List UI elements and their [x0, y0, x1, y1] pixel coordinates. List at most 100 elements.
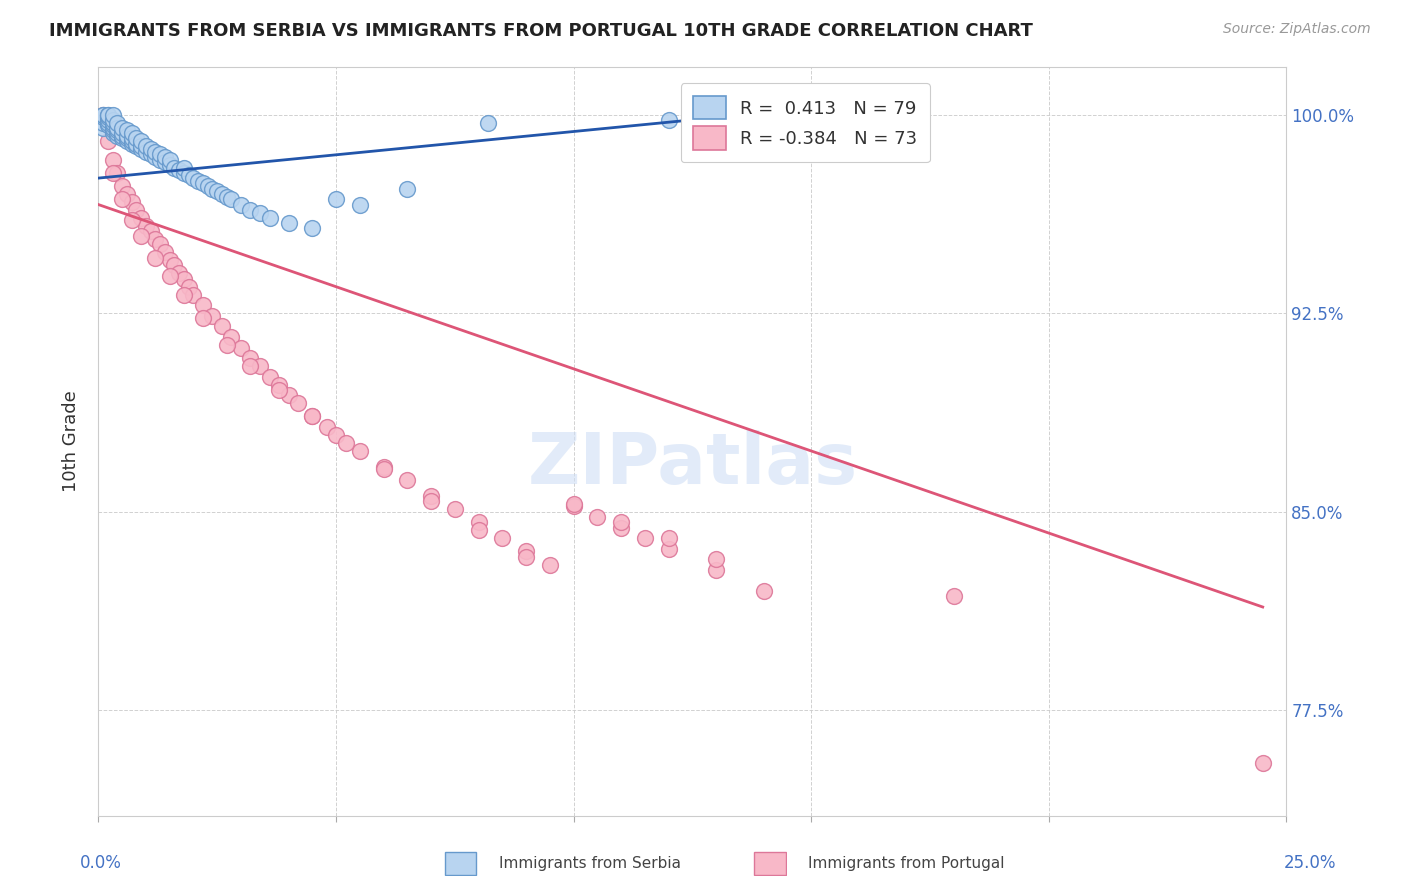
Text: 25.0%: 25.0%: [1284, 855, 1337, 872]
Point: [145, 145, 167, 159]
Point: [121, 134, 143, 148]
Point: [135, 139, 157, 153]
Point: [239, 202, 262, 217]
Point: [477, 115, 499, 129]
Point: [101, 118, 124, 132]
Point: [183, 171, 205, 186]
Point: [173, 287, 195, 301]
Point: [129, 211, 152, 225]
Point: [121, 131, 143, 145]
Point: [121, 126, 143, 140]
Point: [91, 120, 114, 135]
Point: [121, 213, 143, 227]
Point: [373, 462, 395, 476]
Point: [491, 531, 513, 545]
Point: [681, 115, 703, 129]
Point: [97, 118, 120, 132]
Point: [111, 128, 134, 143]
Point: [111, 120, 134, 135]
Point: [229, 197, 252, 211]
Point: [139, 147, 162, 161]
Point: [704, 552, 727, 566]
Point: [315, 420, 337, 434]
Point: [159, 253, 181, 268]
Point: [125, 136, 148, 151]
Point: [562, 500, 585, 514]
Point: [349, 443, 371, 458]
Point: [107, 166, 129, 180]
Point: [215, 338, 238, 352]
Point: [259, 369, 281, 384]
Point: [259, 211, 281, 225]
Point: [325, 192, 347, 206]
Point: [149, 147, 172, 161]
Legend: R =  0.413   N = 79, R = -0.384   N = 73: R = 0.413 N = 79, R = -0.384 N = 73: [681, 84, 929, 162]
Point: [135, 145, 157, 159]
Point: [267, 377, 290, 392]
Point: [107, 120, 129, 135]
Text: Source: ZipAtlas.com: Source: ZipAtlas.com: [1223, 22, 1371, 37]
Point: [91, 107, 114, 121]
Point: [153, 155, 176, 169]
Text: ZIPatlas: ZIPatlas: [527, 430, 858, 499]
Point: [610, 516, 633, 530]
Text: Immigrants from Serbia: Immigrants from Serbia: [499, 856, 681, 871]
Point: [153, 245, 176, 260]
Point: [287, 396, 309, 410]
Point: [163, 259, 186, 273]
Text: IMMIGRANTS FROM SERBIA VS IMMIGRANTS FROM PORTUGAL 10TH GRADE CORRELATION CHART: IMMIGRANTS FROM SERBIA VS IMMIGRANTS FRO…: [49, 22, 1033, 40]
Point: [420, 494, 443, 508]
Point: [153, 150, 176, 164]
Point: [211, 319, 233, 334]
Point: [197, 179, 219, 194]
Point: [467, 523, 489, 537]
Point: [101, 107, 124, 121]
Point: [97, 134, 120, 148]
Point: [515, 549, 537, 564]
Point: [301, 409, 323, 424]
Point: [658, 112, 681, 127]
Point: [301, 221, 323, 235]
Point: [129, 134, 152, 148]
Point: [149, 237, 172, 252]
Point: [91, 110, 114, 124]
Point: [115, 186, 138, 201]
Point: [145, 232, 167, 246]
Point: [586, 510, 609, 524]
Point: [135, 219, 157, 233]
Point: [229, 341, 252, 355]
Point: [107, 126, 129, 140]
Point: [249, 359, 271, 373]
Point: [335, 435, 357, 450]
Point: [752, 584, 775, 599]
Point: [97, 110, 120, 124]
Point: [249, 205, 271, 219]
Text: 0.0%: 0.0%: [80, 855, 122, 872]
Point: [139, 142, 162, 156]
Point: [277, 388, 299, 402]
FancyBboxPatch shape: [444, 852, 477, 875]
Point: [159, 268, 181, 283]
Point: [115, 123, 138, 137]
Point: [107, 128, 129, 143]
Point: [467, 516, 489, 530]
Point: [101, 166, 124, 180]
Point: [159, 158, 181, 172]
Point: [396, 182, 419, 196]
Point: [215, 189, 238, 203]
Point: [97, 107, 120, 121]
Point: [167, 267, 190, 281]
Point: [301, 409, 323, 424]
Point: [121, 136, 143, 151]
Point: [111, 179, 134, 194]
Point: [115, 134, 138, 148]
Point: [97, 115, 120, 129]
Point: [167, 163, 190, 178]
Point: [145, 150, 167, 164]
Point: [91, 107, 114, 121]
Point: [129, 139, 152, 153]
Point: [173, 271, 195, 285]
Point: [97, 112, 120, 127]
Point: [515, 544, 537, 558]
Point: [191, 298, 214, 312]
